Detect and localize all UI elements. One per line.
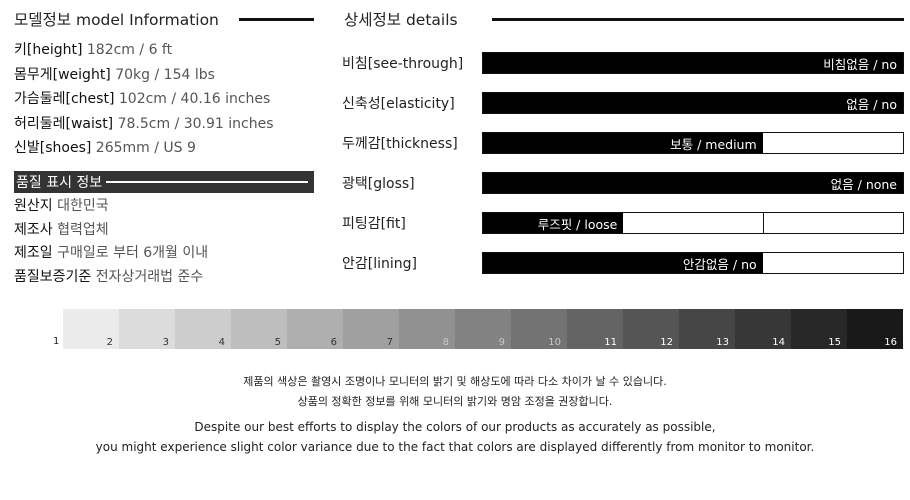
- detail-label: 안감[lining]: [342, 256, 417, 272]
- grayscale-number: 14: [772, 337, 785, 348]
- model-row-shoes: 신발[shoes] 265mm / US 9: [14, 140, 196, 156]
- detail-label: 비침[see-through]: [342, 56, 464, 72]
- quality-row-manufacturer: 제조사 협력업체: [14, 221, 109, 238]
- grayscale-swatch: 5: [231, 309, 287, 349]
- notice-ko-line2: 상품의 정확한 정보를 위해 모니터의 밝기와 명암 조정을 권장합니다.: [297, 395, 613, 408]
- quality-row-date: 제조일 구매일로 부터 6개월 이내: [14, 245, 209, 261]
- detail-bar-empty: [623, 213, 764, 233]
- detail-row: 피팅감[fit] 루즈핏 / loose: [342, 212, 904, 234]
- quality-info-header: 품질 표시 정보: [14, 171, 314, 193]
- grayscale-swatch: 3: [119, 309, 175, 349]
- detail-bar-empty: [762, 253, 903, 273]
- grayscale-swatch: 12: [623, 309, 679, 349]
- detail-row: 광택[gloss] 없음 / none: [342, 172, 904, 194]
- model-info-title: 모델정보 model Information: [14, 11, 219, 29]
- grayscale-number: 10: [548, 337, 561, 348]
- detail-bar-fill: 비침없음 / no: [483, 53, 903, 73]
- grayscale-swatch: 11: [567, 309, 623, 349]
- detail-bar: 루즈핏 / loose: [482, 212, 904, 234]
- grayscale-swatch: 7: [343, 309, 399, 349]
- detail-label: 두께감[thickness]: [342, 136, 458, 152]
- details-title: 상세정보 details: [344, 11, 458, 29]
- detail-row: 신축성[elasticity] 없음 / no: [342, 92, 904, 114]
- detail-row: 두께감[thickness] 보통 / medium: [342, 132, 904, 154]
- notice-ko-line1: 제품의 색상은 촬영시 조명이나 모니터의 밝기 및 해상도에 따라 다소 차이…: [243, 375, 667, 388]
- notice-en-line1: Despite our best efforts to display the …: [194, 420, 716, 434]
- model-info-header: 모델정보 model Information: [14, 8, 314, 30]
- detail-value: 안감없음 / no: [682, 256, 757, 272]
- model-row-weight: 몸무게[weight] 70kg / 154 lbs: [14, 66, 215, 83]
- detail-bar: 없음 / none: [482, 172, 904, 194]
- detail-bar: 보통 / medium: [482, 132, 904, 154]
- grayscale-number: 16: [884, 337, 897, 348]
- grayscale-swatch: 2: [63, 309, 119, 349]
- quality-row-warranty: 품질보증기준 전자상거래법 준수: [14, 268, 204, 285]
- detail-bar: 비침없음 / no: [482, 52, 904, 74]
- grayscale-number: 15: [828, 337, 841, 348]
- detail-bar-empty: [763, 213, 903, 233]
- model-info-list: 키[height] 182cm / 6 ft 몸무게[weight] 70kg …: [14, 40, 324, 163]
- grayscale-number: 7: [386, 337, 393, 348]
- detail-bar-fill: 루즈핏 / loose: [483, 213, 624, 233]
- detail-value: 보통 / medium: [670, 136, 757, 152]
- quality-info-title: 품질 표시 정보: [16, 175, 103, 191]
- model-row-height: 키[height] 182cm / 6 ft: [14, 42, 173, 58]
- grayscale-swatch: 15: [791, 309, 847, 349]
- detail-bar-fill: 없음 / no: [483, 93, 903, 113]
- detail-label: 피팅감[fit]: [342, 216, 406, 232]
- detail-value: 없음 / no: [846, 96, 897, 112]
- model-row-waist: 허리둘레[waist] 78.5cm / 30.91 inches: [14, 115, 274, 132]
- grayscale-number: 9: [498, 337, 505, 348]
- detail-row: 안감[lining] 안감없음 / no: [342, 252, 904, 274]
- quality-info-rule: [106, 181, 308, 183]
- grayscale-swatch: 8: [399, 309, 455, 349]
- details-rule: [491, 17, 904, 21]
- model-info-rule: [238, 17, 314, 21]
- detail-bar-empty: [762, 133, 903, 153]
- model-row-chest: 가슴둘레[chest] 102cm / 40.16 inches: [14, 91, 271, 107]
- grayscale-number: 4: [218, 337, 225, 348]
- quality-info-list: 원산지 대한민국 제조사 협력업체 제조일 구매일로 부터 6개월 이내 품질보…: [14, 196, 324, 290]
- grayscale-number: 12: [660, 337, 673, 348]
- detail-label: 광택[gloss]: [342, 176, 415, 192]
- detail-bar: 없음 / no: [482, 92, 904, 114]
- detail-bar-fill: 보통 / medium: [483, 133, 763, 153]
- grayscale-number: 11: [604, 337, 617, 348]
- grayscale-label-first: 1: [53, 336, 60, 347]
- grayscale-swatch: 6: [287, 309, 343, 349]
- detail-bar-fill: 없음 / none: [483, 173, 903, 193]
- grayscale-swatch: 14: [735, 309, 791, 349]
- grayscale-strip: 2 3 4 5 6 7 8 9 10 11 12 13 14 15 16: [63, 309, 903, 349]
- grayscale-number: 3: [162, 337, 169, 348]
- grayscale-swatch: 13: [679, 309, 735, 349]
- detail-value: 루즈핏 / loose: [537, 216, 618, 232]
- quality-row-origin: 원산지 대한민국: [14, 198, 109, 214]
- detail-value: 비침없음 / no: [823, 56, 897, 72]
- grayscale-swatch: 4: [175, 309, 231, 349]
- grayscale-number: 8: [442, 337, 449, 348]
- notice-en-line2: you might experience slight color varian…: [95, 440, 815, 454]
- grayscale-number: 5: [274, 337, 281, 348]
- grayscale-swatch: 16: [847, 309, 903, 349]
- grayscale-number: 2: [106, 337, 113, 348]
- detail-label: 신축성[elasticity]: [342, 96, 455, 112]
- details-header: 상세정보 details: [344, 8, 904, 30]
- detail-row: 비침[see-through] 비침없음 / no: [342, 52, 904, 74]
- detail-bar: 안감없음 / no: [482, 252, 904, 274]
- grayscale-number: 6: [330, 337, 337, 348]
- detail-bar-fill: 안감없음 / no: [483, 253, 763, 273]
- grayscale-swatch: 10: [511, 309, 567, 349]
- grayscale-swatch: 9: [455, 309, 511, 349]
- grayscale-number: 13: [716, 337, 729, 348]
- detail-value: 없음 / none: [830, 176, 897, 192]
